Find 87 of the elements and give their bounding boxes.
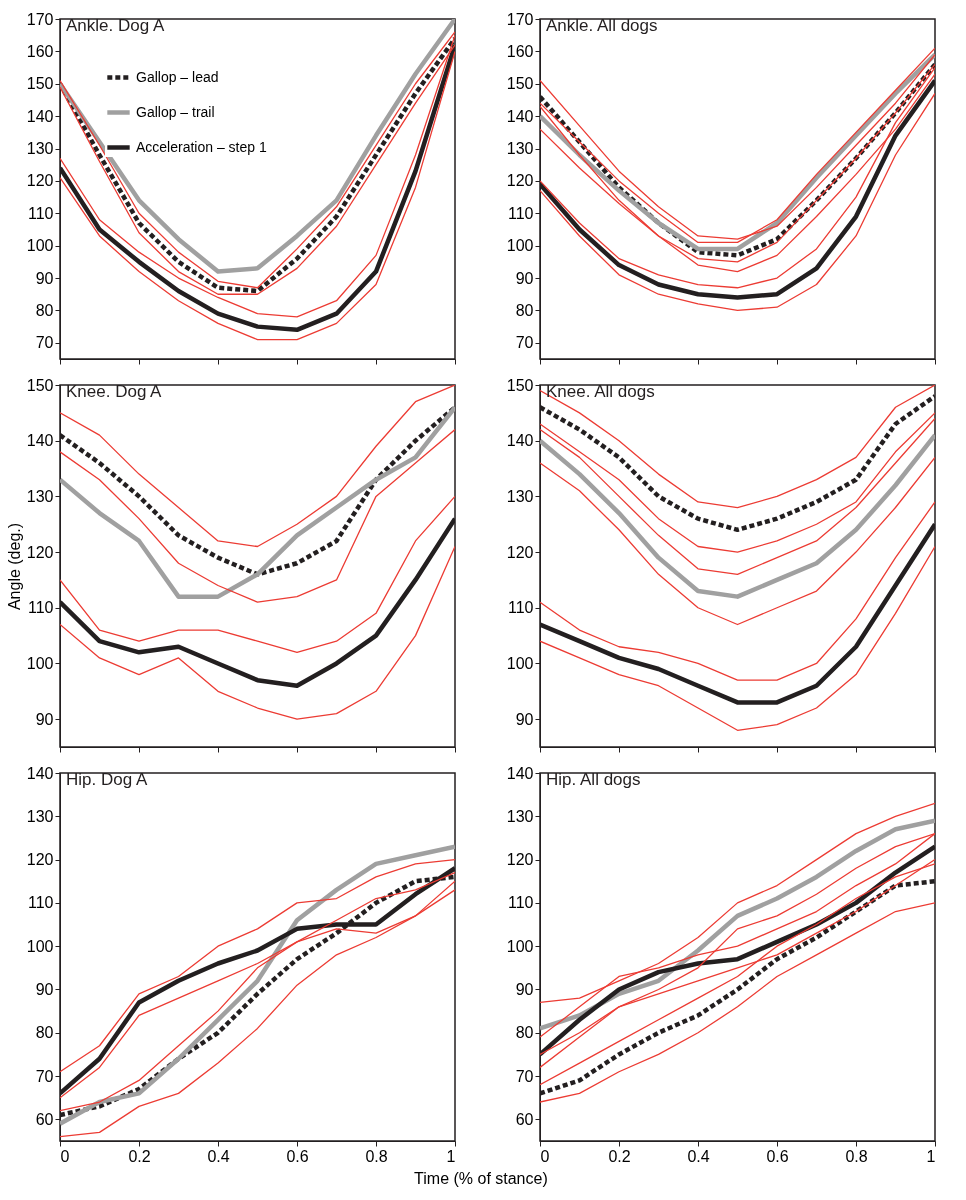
y-tick-label: 170: [26, 10, 54, 28]
line-series: [60, 495, 455, 653]
chart-title: Hip. All dogs: [546, 770, 641, 789]
chart-title: Hip. Dog A: [66, 770, 148, 789]
y-tick-label: 140: [506, 432, 534, 450]
y-tick-label: 100: [26, 237, 54, 255]
legend-label: Acceleration – step 1: [136, 138, 267, 155]
line-series: [540, 432, 935, 599]
y-tick-label: 120: [26, 543, 54, 561]
y-tick-label: 90: [35, 269, 54, 287]
y-tick-label: 90: [35, 980, 54, 998]
y-tick-label: 60: [515, 1110, 534, 1128]
y-tick-label: 160: [506, 42, 534, 60]
x-tick-label: 0: [540, 1147, 550, 1165]
y-tick-label: 120: [506, 172, 534, 190]
x-axis-title: Time (% of stance): [414, 1169, 548, 1187]
y-tick-label: 110: [27, 204, 54, 222]
y-tick-label: 130: [26, 140, 54, 158]
line-series: [540, 545, 935, 731]
chart-title: Knee. All dogs: [546, 382, 655, 401]
y-tick-label: 80: [35, 1024, 54, 1042]
y-tick-label: 170: [506, 10, 534, 28]
y-tick-label: 60: [35, 1110, 54, 1128]
line-series: [540, 501, 935, 681]
y-tick-label: 150: [26, 376, 54, 394]
line-series: [540, 385, 935, 509]
x-tick-label: 0.4: [687, 1147, 710, 1165]
y-tick-label: 90: [35, 710, 54, 728]
y-tick-label: 100: [506, 654, 534, 672]
x-tick-label: 0.8: [845, 1147, 868, 1165]
y-tick-label: 110: [507, 204, 534, 222]
y-tick-label: 130: [26, 807, 54, 825]
line-series: [540, 456, 935, 626]
y-tick-label: 110: [27, 894, 54, 912]
y-tick-label: 100: [506, 237, 534, 255]
y-tick-label: 70: [515, 334, 534, 352]
y-tick-label: 100: [26, 654, 54, 672]
legend-label: Gallop – lead: [136, 68, 219, 85]
chart-title: Knee. Dog A: [66, 382, 163, 401]
x-tick-label: 0.4: [207, 1147, 230, 1165]
y-tick-label: 130: [26, 487, 54, 505]
y-tick-label: 80: [515, 1024, 534, 1042]
x-tick-label: 1: [446, 1147, 456, 1165]
x-tick-label: 0.2: [608, 1147, 631, 1165]
y-tick-label: 150: [26, 75, 54, 93]
y-tick-label: 100: [26, 937, 54, 955]
x-tick-label: 0: [60, 1147, 70, 1165]
y-tick-label: 100: [506, 937, 534, 955]
y-tick-label: 90: [515, 710, 534, 728]
y-axis-title: Angle (deg.): [5, 522, 23, 611]
y-tick-label: 90: [515, 269, 534, 287]
x-tick-label: 1: [926, 1147, 936, 1165]
y-tick-label: 130: [506, 140, 534, 158]
x-tick-label: 0.6: [286, 1147, 309, 1165]
y-tick-label: 80: [515, 301, 534, 319]
x-tick-label: 0.8: [365, 1147, 388, 1165]
y-tick-label: 80: [35, 301, 54, 319]
y-tick-label: 150: [506, 376, 534, 394]
y-tick-label: 120: [506, 543, 534, 561]
x-tick-label: 0.6: [766, 1147, 789, 1165]
line-series: [540, 417, 935, 575]
chart-title: Ankle. Dog A: [66, 16, 165, 35]
y-tick-label: 90: [515, 980, 534, 998]
y-tick-label: 110: [507, 894, 534, 912]
y-tick-label: 120: [26, 172, 54, 190]
y-tick-label: 140: [506, 764, 534, 782]
y-tick-label: 120: [506, 851, 534, 869]
chart-title: Ankle. All dogs: [546, 16, 658, 35]
legend-label: Gallop – trail: [136, 103, 215, 120]
y-tick-label: 150: [506, 75, 534, 93]
line-series: [60, 545, 455, 720]
y-tick-label: 110: [507, 599, 534, 617]
y-tick-label: 160: [26, 42, 54, 60]
y-tick-label: 140: [506, 107, 534, 125]
y-tick-label: 130: [506, 487, 534, 505]
line-series: [60, 385, 455, 548]
y-tick-label: 70: [515, 1067, 534, 1085]
y-tick-label: 120: [26, 851, 54, 869]
line-series: [540, 412, 935, 553]
y-tick-label: 70: [35, 1067, 54, 1085]
y-tick-label: 140: [26, 764, 54, 782]
y-tick-label: 140: [26, 107, 54, 125]
y-tick-label: 130: [506, 807, 534, 825]
x-tick-label: 0.2: [128, 1147, 151, 1165]
y-tick-label: 70: [35, 334, 54, 352]
y-tick-label: 140: [26, 432, 54, 450]
y-tick-label: 110: [27, 599, 54, 617]
